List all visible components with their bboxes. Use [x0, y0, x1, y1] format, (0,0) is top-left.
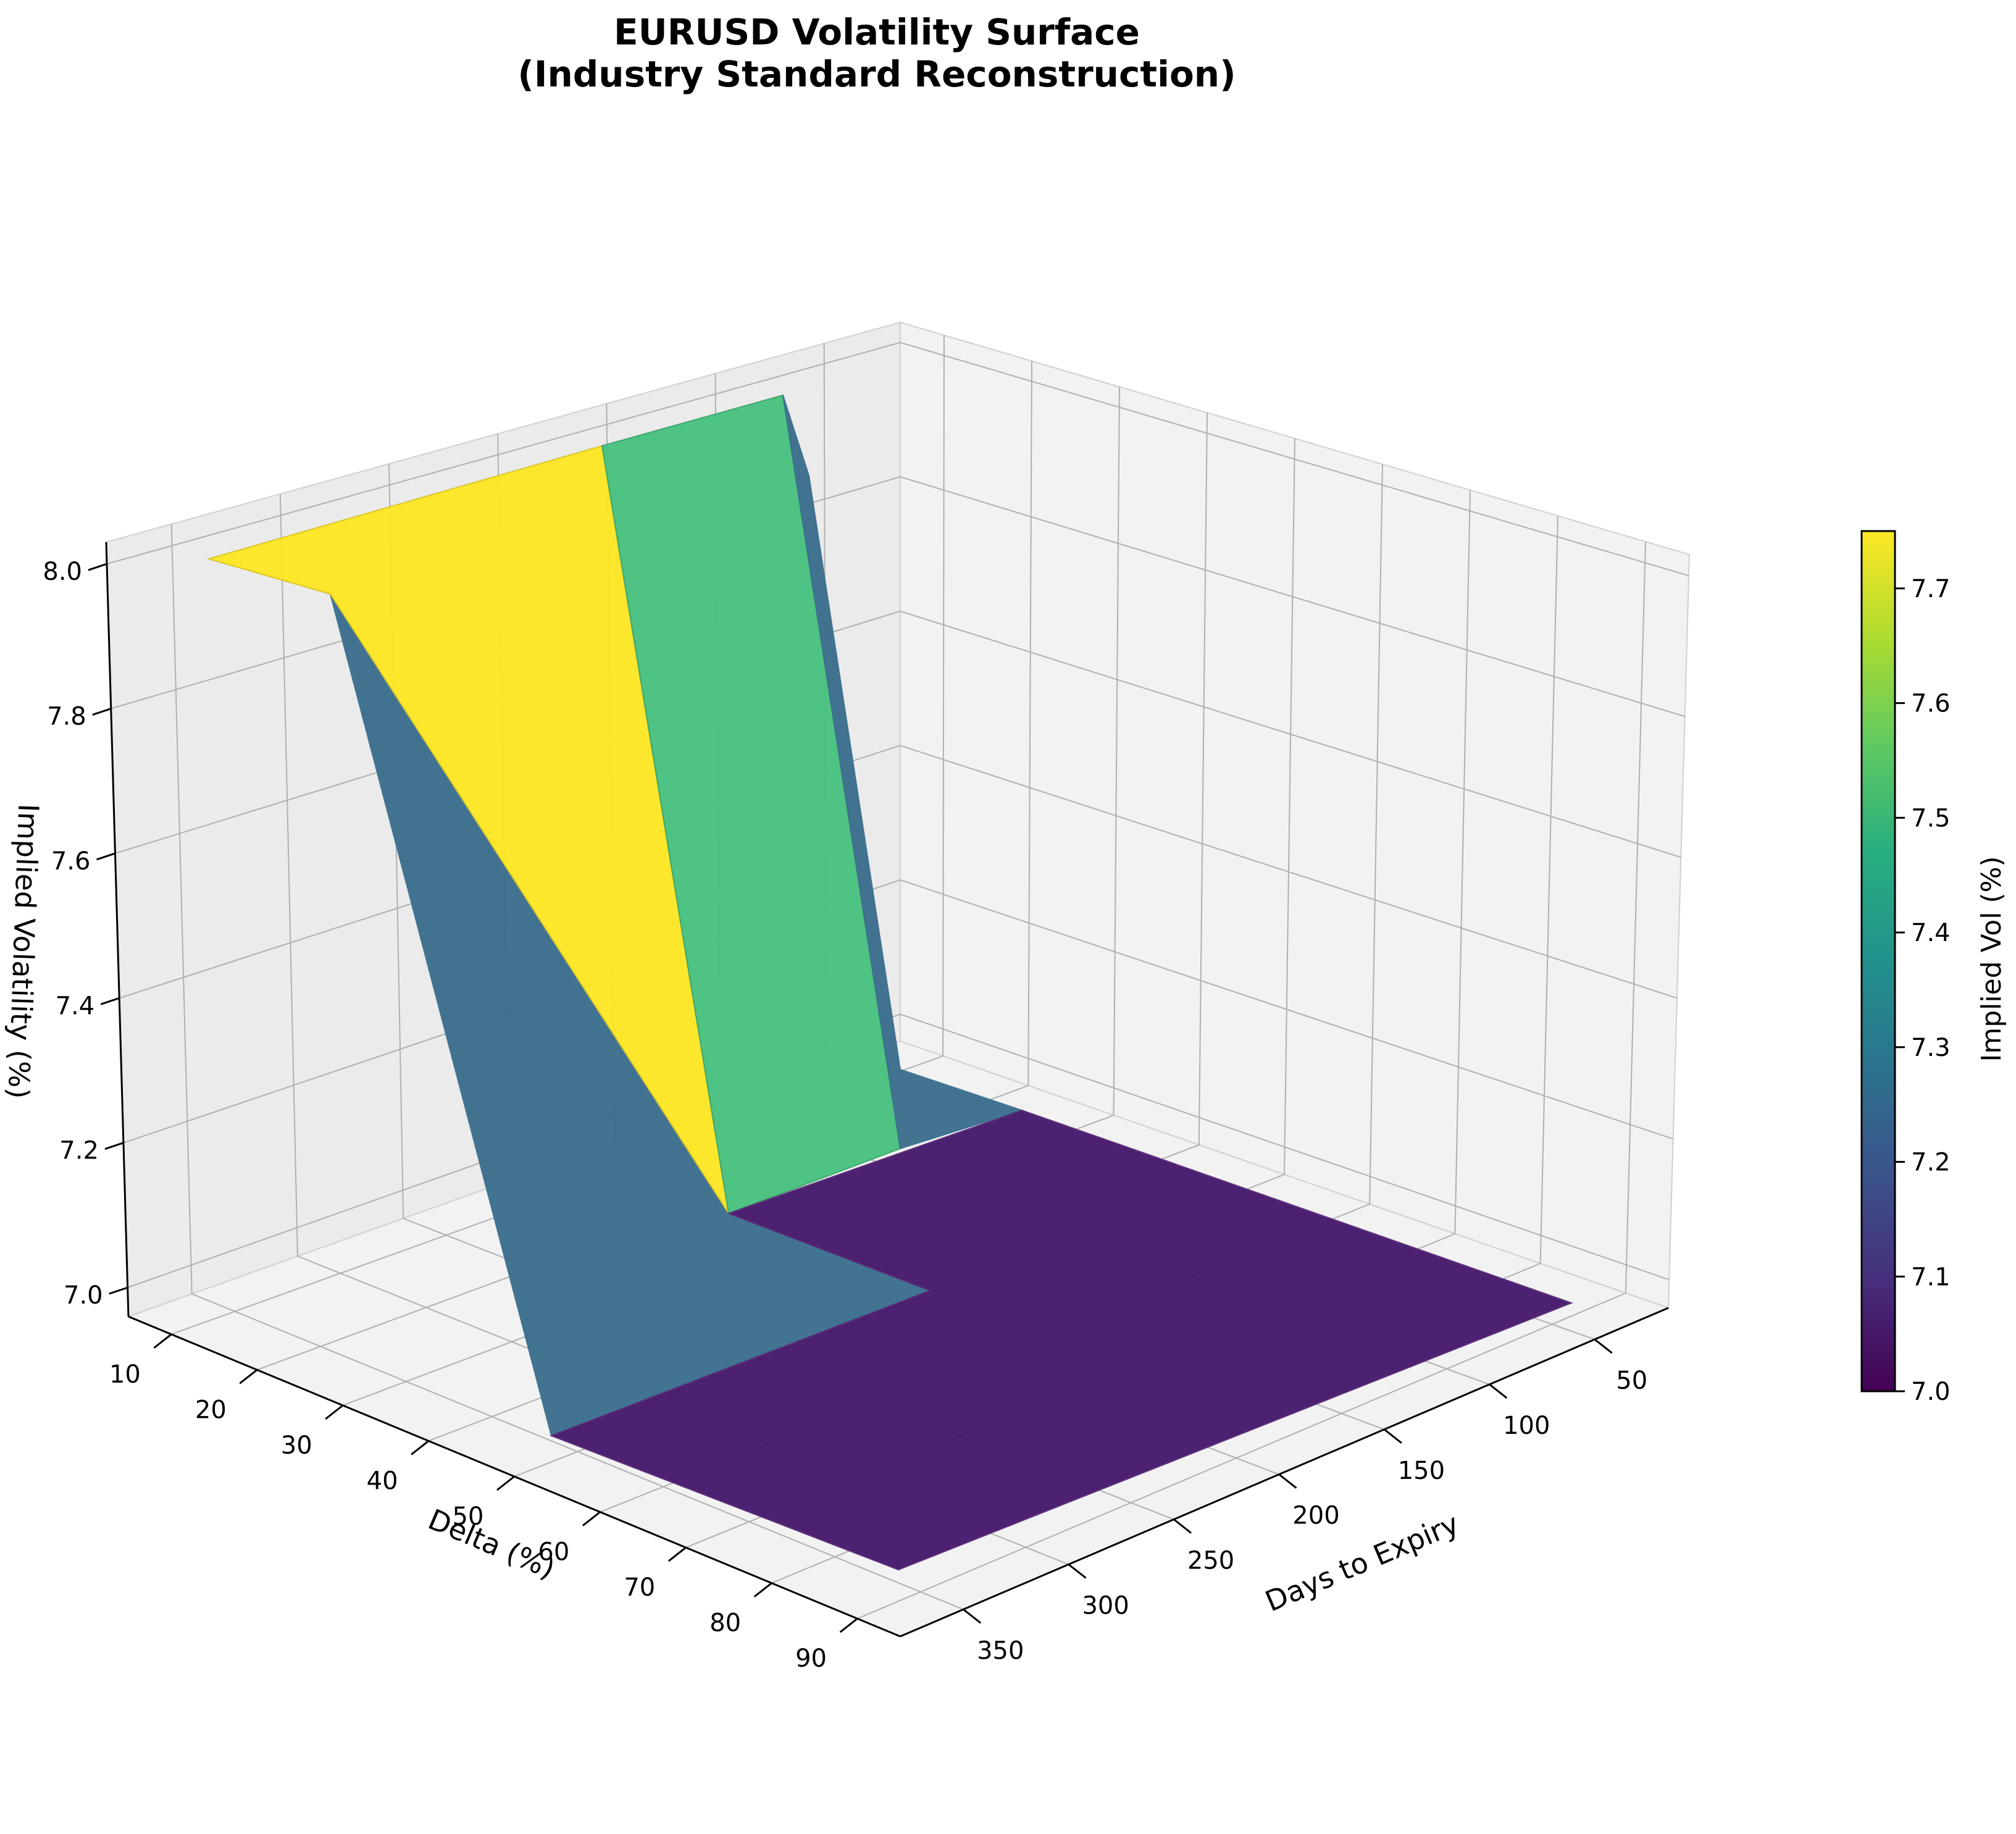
colorbar-tick-label: 7.7	[1911, 575, 1951, 603]
y-tick-mark	[153, 1333, 172, 1349]
chart-title-line1: EURUSD Volatility Surface	[614, 11, 1140, 53]
z-tick-mark	[100, 997, 120, 1005]
z-tick-label: 7.4	[56, 992, 95, 1020]
y-tick-label: 50	[453, 1502, 484, 1531]
x-gridline	[170, 524, 964, 1610]
z-gridline	[123, 879, 1673, 1144]
x-axis-label: Days to Expiry	[1260, 1507, 1463, 1618]
x-tick-label: 150	[1398, 1457, 1445, 1485]
y-tick-mark	[411, 1440, 430, 1455]
colorbar: 7.0 7.1 7.2 7.3 7.4 7.5 7.6 7.7	[1860, 530, 1951, 1406]
y-tick-label: 90	[795, 1644, 827, 1673]
z-tick-mark	[109, 1286, 128, 1295]
x-tick-label: 200	[1292, 1502, 1339, 1530]
short-dated-otm-face	[782, 395, 1024, 1150]
x-tick-mark	[1489, 1383, 1508, 1399]
z-tick-mark	[92, 708, 112, 716]
z-tick-mark	[96, 852, 115, 861]
y-gridline	[857, 542, 1646, 1620]
x-tick-label: 50	[1616, 1367, 1647, 1395]
x-tick-label: 100	[1503, 1412, 1550, 1440]
y-tick-label: 70	[624, 1573, 655, 1602]
x-tick-mark	[1383, 1428, 1402, 1444]
z-tick-mark	[88, 563, 107, 571]
x-tick-mark	[1068, 1564, 1087, 1579]
y-tick-mark	[839, 1618, 858, 1633]
x-tick-mark	[1278, 1473, 1297, 1489]
colorbar-label: Implied Vol (%)	[1976, 856, 2007, 1061]
colorbar-tick-label: 7.1	[1911, 1263, 1951, 1291]
y-tick-label: 40	[367, 1467, 398, 1495]
colorbar-tick-label: 7.2	[1911, 1149, 1951, 1177]
y-tick-label: 20	[195, 1396, 227, 1424]
x-tick-label: 250	[1187, 1547, 1234, 1575]
z-tick-label: 7.0	[64, 1281, 103, 1310]
y-tick-label: 30	[281, 1431, 312, 1460]
chart-title-line2: (Industry Standard Reconstruction)	[517, 53, 1236, 95]
y-tick-mark	[239, 1369, 258, 1384]
y-tick-mark	[325, 1404, 344, 1420]
x-tick-mark	[1594, 1338, 1613, 1354]
axis-ticks: 7.0 7.2 7.4 7.6 7.8 8.0 10 20 30 40 50 60 70 80 90 50 10…	[43, 558, 1647, 1673]
colorbar-tick-label: 7.4	[1911, 919, 1951, 947]
x-axis-line	[900, 1307, 1669, 1638]
colorbar-tick-label: 7.5	[1911, 804, 1951, 832]
x-tick-mark	[1173, 1518, 1192, 1534]
y-tick-mark	[753, 1582, 772, 1597]
colorbar-gradient	[1860, 530, 1896, 1392]
z-gridline	[119, 745, 1678, 999]
z-gridline	[127, 1013, 1670, 1289]
z-tick-label: 7.8	[47, 703, 86, 731]
z-tick-label: 7.2	[59, 1137, 99, 1165]
z-axis-line	[105, 542, 130, 1317]
z-axis-label: Implied Volatility (%)	[2, 803, 46, 1100]
flat-floor	[550, 1109, 1573, 1571]
z-tick-label: 8.0	[43, 558, 82, 586]
y-tick-label: 60	[538, 1538, 569, 1567]
z-tick-mark	[104, 1142, 124, 1150]
colorbar-tick-label: 7.3	[1911, 1034, 1951, 1062]
z-gridline	[106, 341, 1689, 577]
y-tick-label: 80	[709, 1609, 741, 1638]
colorbar-tick-label: 7.0	[1911, 1378, 1951, 1406]
y-tick-label: 10	[109, 1360, 141, 1389]
y-gridline	[171, 335, 945, 1335]
colorbar-tick-label: 7.6	[1911, 690, 1951, 718]
x-tick-label: 300	[1082, 1591, 1129, 1620]
y-tick-mark	[582, 1511, 601, 1526]
x-tick-mark	[963, 1609, 982, 1624]
y-tick-mark	[496, 1475, 515, 1491]
z-tick-label: 7.6	[51, 847, 91, 876]
y-tick-mark	[667, 1546, 687, 1562]
x-tick-label: 350	[977, 1636, 1024, 1665]
volatility-surface	[206, 394, 1573, 1571]
